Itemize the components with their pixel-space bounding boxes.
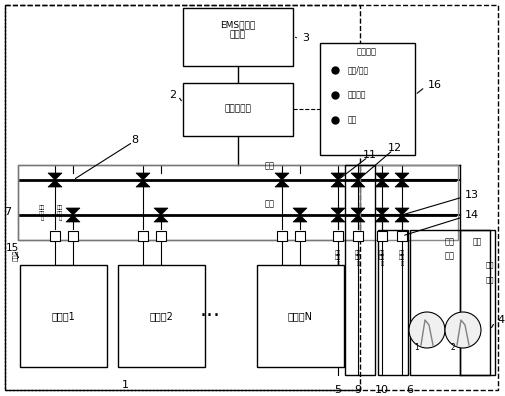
Text: 12: 12 [388, 143, 402, 153]
Bar [50, 231, 60, 241]
Bar [257, 265, 344, 367]
Bar [410, 230, 490, 375]
Bar [20, 265, 107, 367]
Text: 10: 10 [375, 385, 389, 395]
Polygon shape [275, 173, 289, 180]
Text: 水箱: 水箱 [486, 277, 494, 283]
Polygon shape [351, 208, 365, 215]
Bar [460, 230, 495, 375]
Text: 水泵: 水泵 [472, 238, 482, 246]
Text: 3: 3 [302, 33, 309, 43]
Text: 水箱: 水箱 [445, 238, 455, 246]
Text: 5: 5 [334, 385, 341, 395]
Polygon shape [395, 173, 409, 180]
Polygon shape [331, 173, 345, 180]
Text: 1: 1 [122, 380, 128, 390]
Text: 11: 11 [363, 150, 377, 160]
Text: 备路
电磁
阀: 备路 电磁 阀 [399, 250, 405, 266]
Text: 操作面板: 操作面板 [357, 48, 377, 57]
Text: 16: 16 [428, 80, 442, 90]
Text: 手动启动: 手动启动 [348, 91, 367, 99]
Text: 15: 15 [6, 243, 19, 253]
Bar [183, 83, 293, 136]
Bar [5, 5, 360, 390]
Text: 水泵: 水泵 [445, 251, 455, 261]
Bar [295, 231, 305, 241]
Bar [277, 231, 287, 241]
Polygon shape [154, 215, 168, 222]
Polygon shape [395, 208, 409, 215]
Text: 电池仓1: 电池仓1 [51, 311, 75, 321]
Polygon shape [66, 215, 80, 222]
Polygon shape [136, 173, 150, 180]
Polygon shape [48, 173, 62, 180]
Text: 2: 2 [169, 90, 176, 100]
Text: 灭火控制器: 灭火控制器 [225, 105, 251, 114]
Bar [320, 43, 415, 155]
Polygon shape [293, 215, 307, 222]
Polygon shape [375, 180, 389, 187]
Text: 1: 1 [415, 343, 419, 352]
Text: 止逆阀: 止逆阀 [13, 249, 19, 261]
Polygon shape [293, 208, 307, 215]
Text: 旁路
截止
阀: 旁路 截止 阀 [379, 250, 385, 266]
Text: 急停: 急停 [348, 116, 357, 124]
Polygon shape [375, 173, 389, 180]
Bar [156, 231, 166, 241]
Polygon shape [395, 215, 409, 222]
Text: 水管: 水管 [265, 161, 275, 170]
Polygon shape [275, 180, 289, 187]
Text: 4: 4 [497, 315, 504, 325]
Bar [378, 230, 408, 375]
Bar [138, 231, 148, 241]
Text: 6: 6 [407, 385, 414, 395]
Text: 水管
电磁
阀: 水管 电磁 阀 [39, 205, 45, 221]
Bar [118, 265, 205, 367]
Text: 电池仓2: 电池仓2 [149, 311, 173, 321]
Polygon shape [136, 180, 150, 187]
Bar [18, 165, 458, 240]
Text: 14: 14 [465, 210, 479, 220]
Circle shape [409, 312, 445, 348]
Text: 主路
电磁
阀: 主路 电磁 阀 [335, 250, 341, 266]
Bar [18, 165, 360, 240]
Polygon shape [395, 180, 409, 187]
Text: 13: 13 [465, 190, 479, 200]
Text: 8: 8 [131, 135, 138, 145]
Polygon shape [66, 208, 80, 215]
Text: 9: 9 [355, 385, 362, 395]
Polygon shape [48, 180, 62, 187]
Text: 气管
电磁
阀: 气管 电磁 阀 [57, 205, 63, 221]
Circle shape [445, 312, 481, 348]
Bar [377, 231, 387, 241]
Text: ···: ··· [199, 306, 221, 326]
Text: 主路
截止
阀: 主路 截止 阀 [355, 250, 361, 266]
Polygon shape [331, 208, 345, 215]
Polygon shape [375, 208, 389, 215]
Text: 电池仓N: 电池仓N [287, 311, 313, 321]
Polygon shape [331, 180, 345, 187]
Text: 2: 2 [450, 343, 456, 352]
Text: 手动/自动: 手动/自动 [348, 65, 369, 74]
Polygon shape [331, 215, 345, 222]
Text: 气管: 气管 [265, 199, 275, 208]
Polygon shape [154, 208, 168, 215]
Polygon shape [351, 180, 365, 187]
Bar [68, 231, 78, 241]
Bar [397, 231, 407, 241]
Bar [183, 8, 293, 66]
Polygon shape [375, 215, 389, 222]
Bar [345, 165, 375, 375]
Bar [333, 231, 343, 241]
Text: EMS能量管
理系统: EMS能量管 理系统 [220, 20, 256, 40]
Text: 水泵: 水泵 [486, 262, 494, 268]
Polygon shape [351, 215, 365, 222]
Text: 7: 7 [5, 207, 12, 217]
Bar [353, 231, 363, 241]
Polygon shape [351, 173, 365, 180]
